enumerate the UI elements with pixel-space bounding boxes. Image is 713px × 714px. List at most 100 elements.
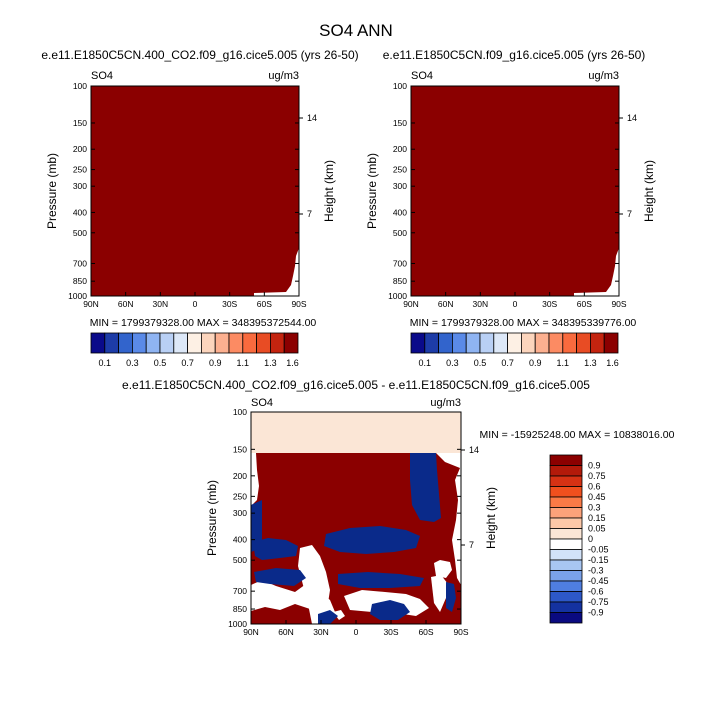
panel-a-left-label: SO4	[91, 70, 113, 82]
main-title: SO4 ANN	[319, 21, 393, 40]
colorbar-box	[521, 332, 536, 354]
pressure-tick-label: 100	[233, 407, 247, 417]
colorbar-box	[549, 591, 583, 603]
colorbar-box	[104, 332, 120, 354]
colorbar-box	[549, 570, 583, 582]
pressure-tick-label: 400	[73, 207, 87, 217]
colorbar-label: 1.3	[584, 358, 597, 368]
colorbar-label: 0.3	[446, 358, 459, 368]
lat-tick-label: 30N	[153, 299, 169, 309]
pressure-tick-label: 250	[73, 165, 87, 175]
panel-a-title: e.e11.E1850C5CN.400_CO2.f09_g16.cice5.00…	[41, 48, 358, 62]
colorbar-box	[534, 332, 550, 354]
colorbar-label: -0.6	[588, 587, 604, 597]
colorbar-label: 0.5	[154, 358, 167, 368]
panel-b-stats: MIN = 1799379328.00 MAX = 348395339776.0…	[410, 317, 637, 329]
lat-tick-label: 30S	[542, 299, 557, 309]
colorbar-label: -0.05	[588, 545, 609, 555]
pressure-tick-label: 500	[393, 228, 407, 238]
colorbar-box	[493, 332, 508, 354]
pressure-tick-label: 700	[233, 586, 247, 596]
colorbar-box	[549, 475, 583, 487]
pressure-tick-label: 1000	[68, 291, 87, 301]
colorbar-box	[451, 332, 467, 354]
panel-a-stats: MIN = 1799379328.00 MAX = 348395372544.0…	[90, 317, 317, 329]
pressure-tick-label: 1000	[228, 619, 247, 629]
colorbar-box	[200, 332, 216, 354]
colorbar-box	[242, 332, 258, 354]
colorbar-label: 0.9	[529, 358, 542, 368]
panel-c-lat-ticks: 90N 60N 30N 0 30S 60S 90S	[243, 620, 469, 637]
colorbar-box	[438, 332, 453, 354]
pressure-tick-label: 150	[233, 444, 247, 454]
colorbar-label: -0.9	[588, 608, 604, 618]
panel-a-pressure-ticks: 100 150 200 250 300 400 500 700 850 1000	[68, 81, 299, 301]
colorbar-box	[549, 549, 583, 561]
colorbar-box	[549, 580, 583, 592]
colorbar-box	[549, 559, 583, 571]
colorbar-label: 0.5	[474, 358, 487, 368]
lat-tick-label: 90S	[611, 299, 626, 309]
panel-c-blue-low-center	[338, 572, 424, 588]
panel-a-right-label: ug/m3	[268, 70, 299, 82]
lat-tick-label: 90N	[243, 627, 259, 637]
panel-c-y2label: Height (km)	[484, 487, 498, 549]
colorbar-box	[479, 332, 495, 354]
pressure-tick-label: 700	[393, 258, 407, 268]
colorbar-label: 0.9	[209, 358, 222, 368]
panel-c-blue-bottom-oval	[370, 600, 410, 620]
colorbar-box	[283, 332, 299, 354]
colorbar-label: 0.75	[588, 471, 606, 481]
panel-c-blue-right-edge	[446, 582, 456, 612]
panel-c-title: e.e11.E1850C5CN.400_CO2.f09_g16.cice5.00…	[122, 378, 590, 392]
colorbar-label: 0.45	[588, 492, 606, 502]
panel-b-title: e.e11.E1850C5CN.f09_g16.cice5.005 (yrs 2…	[383, 48, 646, 62]
panel-b-tick-height-14: 14	[627, 113, 637, 123]
colorbar-label: -0.15	[588, 555, 609, 565]
pressure-tick-label: 100	[393, 81, 407, 91]
colorbar-box	[549, 507, 583, 519]
lat-tick-label: 60N	[438, 299, 454, 309]
colorbar-label: 0.7	[501, 358, 514, 368]
pressure-tick-label: 850	[233, 604, 247, 614]
panel-b-left-label: SO4	[411, 70, 433, 82]
colorbar-box	[549, 517, 583, 529]
pressure-tick-label: 300	[73, 181, 87, 191]
colorbar-box	[549, 486, 583, 498]
colorbar-box	[159, 332, 175, 354]
panel-b-pressure-ticks: 100 150 200 250 300 400 500 700 850 1000	[388, 81, 619, 301]
colorbar-box	[549, 454, 583, 466]
panel-a: e.e11.E1850C5CN.400_CO2.f09_g16.cice5.00…	[41, 48, 358, 368]
colorbar-label: 0.6	[588, 482, 601, 492]
panel-c-right-label: ug/m3	[430, 397, 461, 409]
lat-tick-label: 60S	[577, 299, 592, 309]
panel-c-white-left-top	[251, 453, 259, 505]
lat-tick-label: 90S	[291, 299, 306, 309]
colorbar-label: 1.6	[606, 358, 619, 368]
panel-b-y2label: Height (km)	[642, 160, 656, 222]
colorbar-box	[590, 332, 605, 354]
lat-tick-label: 90N	[403, 299, 419, 309]
pressure-tick-label: 700	[73, 258, 87, 268]
pressure-tick-label: 250	[393, 165, 407, 175]
pressure-tick-label: 500	[73, 228, 87, 238]
pressure-tick-label: 150	[393, 118, 407, 128]
colorbar-label: 1.1	[557, 358, 570, 368]
lat-tick-label: 60S	[257, 299, 272, 309]
colorbar-label: 0	[588, 534, 593, 544]
panel-b-white-notch	[574, 248, 619, 296]
lat-tick-label: 0	[193, 299, 198, 309]
panel-c-left-label: SO4	[251, 397, 273, 409]
panel-c-white-right-column	[436, 453, 461, 585]
panel-c-blue-mid-left	[253, 538, 298, 560]
colorbar-box	[549, 612, 583, 624]
panel-b-ylabel: Pressure (mb)	[365, 153, 379, 229]
colorbar-box	[214, 332, 230, 354]
colorbar-box	[424, 332, 439, 354]
lat-tick-label: 0	[354, 627, 359, 637]
panel-a-colorbar: 0.1 0.3 0.5 0.7 0.9 1.1 1.3 1.6	[90, 332, 299, 368]
panel-c-tick-height-14: 14	[469, 445, 479, 455]
pressure-tick-label: 300	[393, 181, 407, 191]
panel-c-white-middle-right	[434, 560, 452, 578]
